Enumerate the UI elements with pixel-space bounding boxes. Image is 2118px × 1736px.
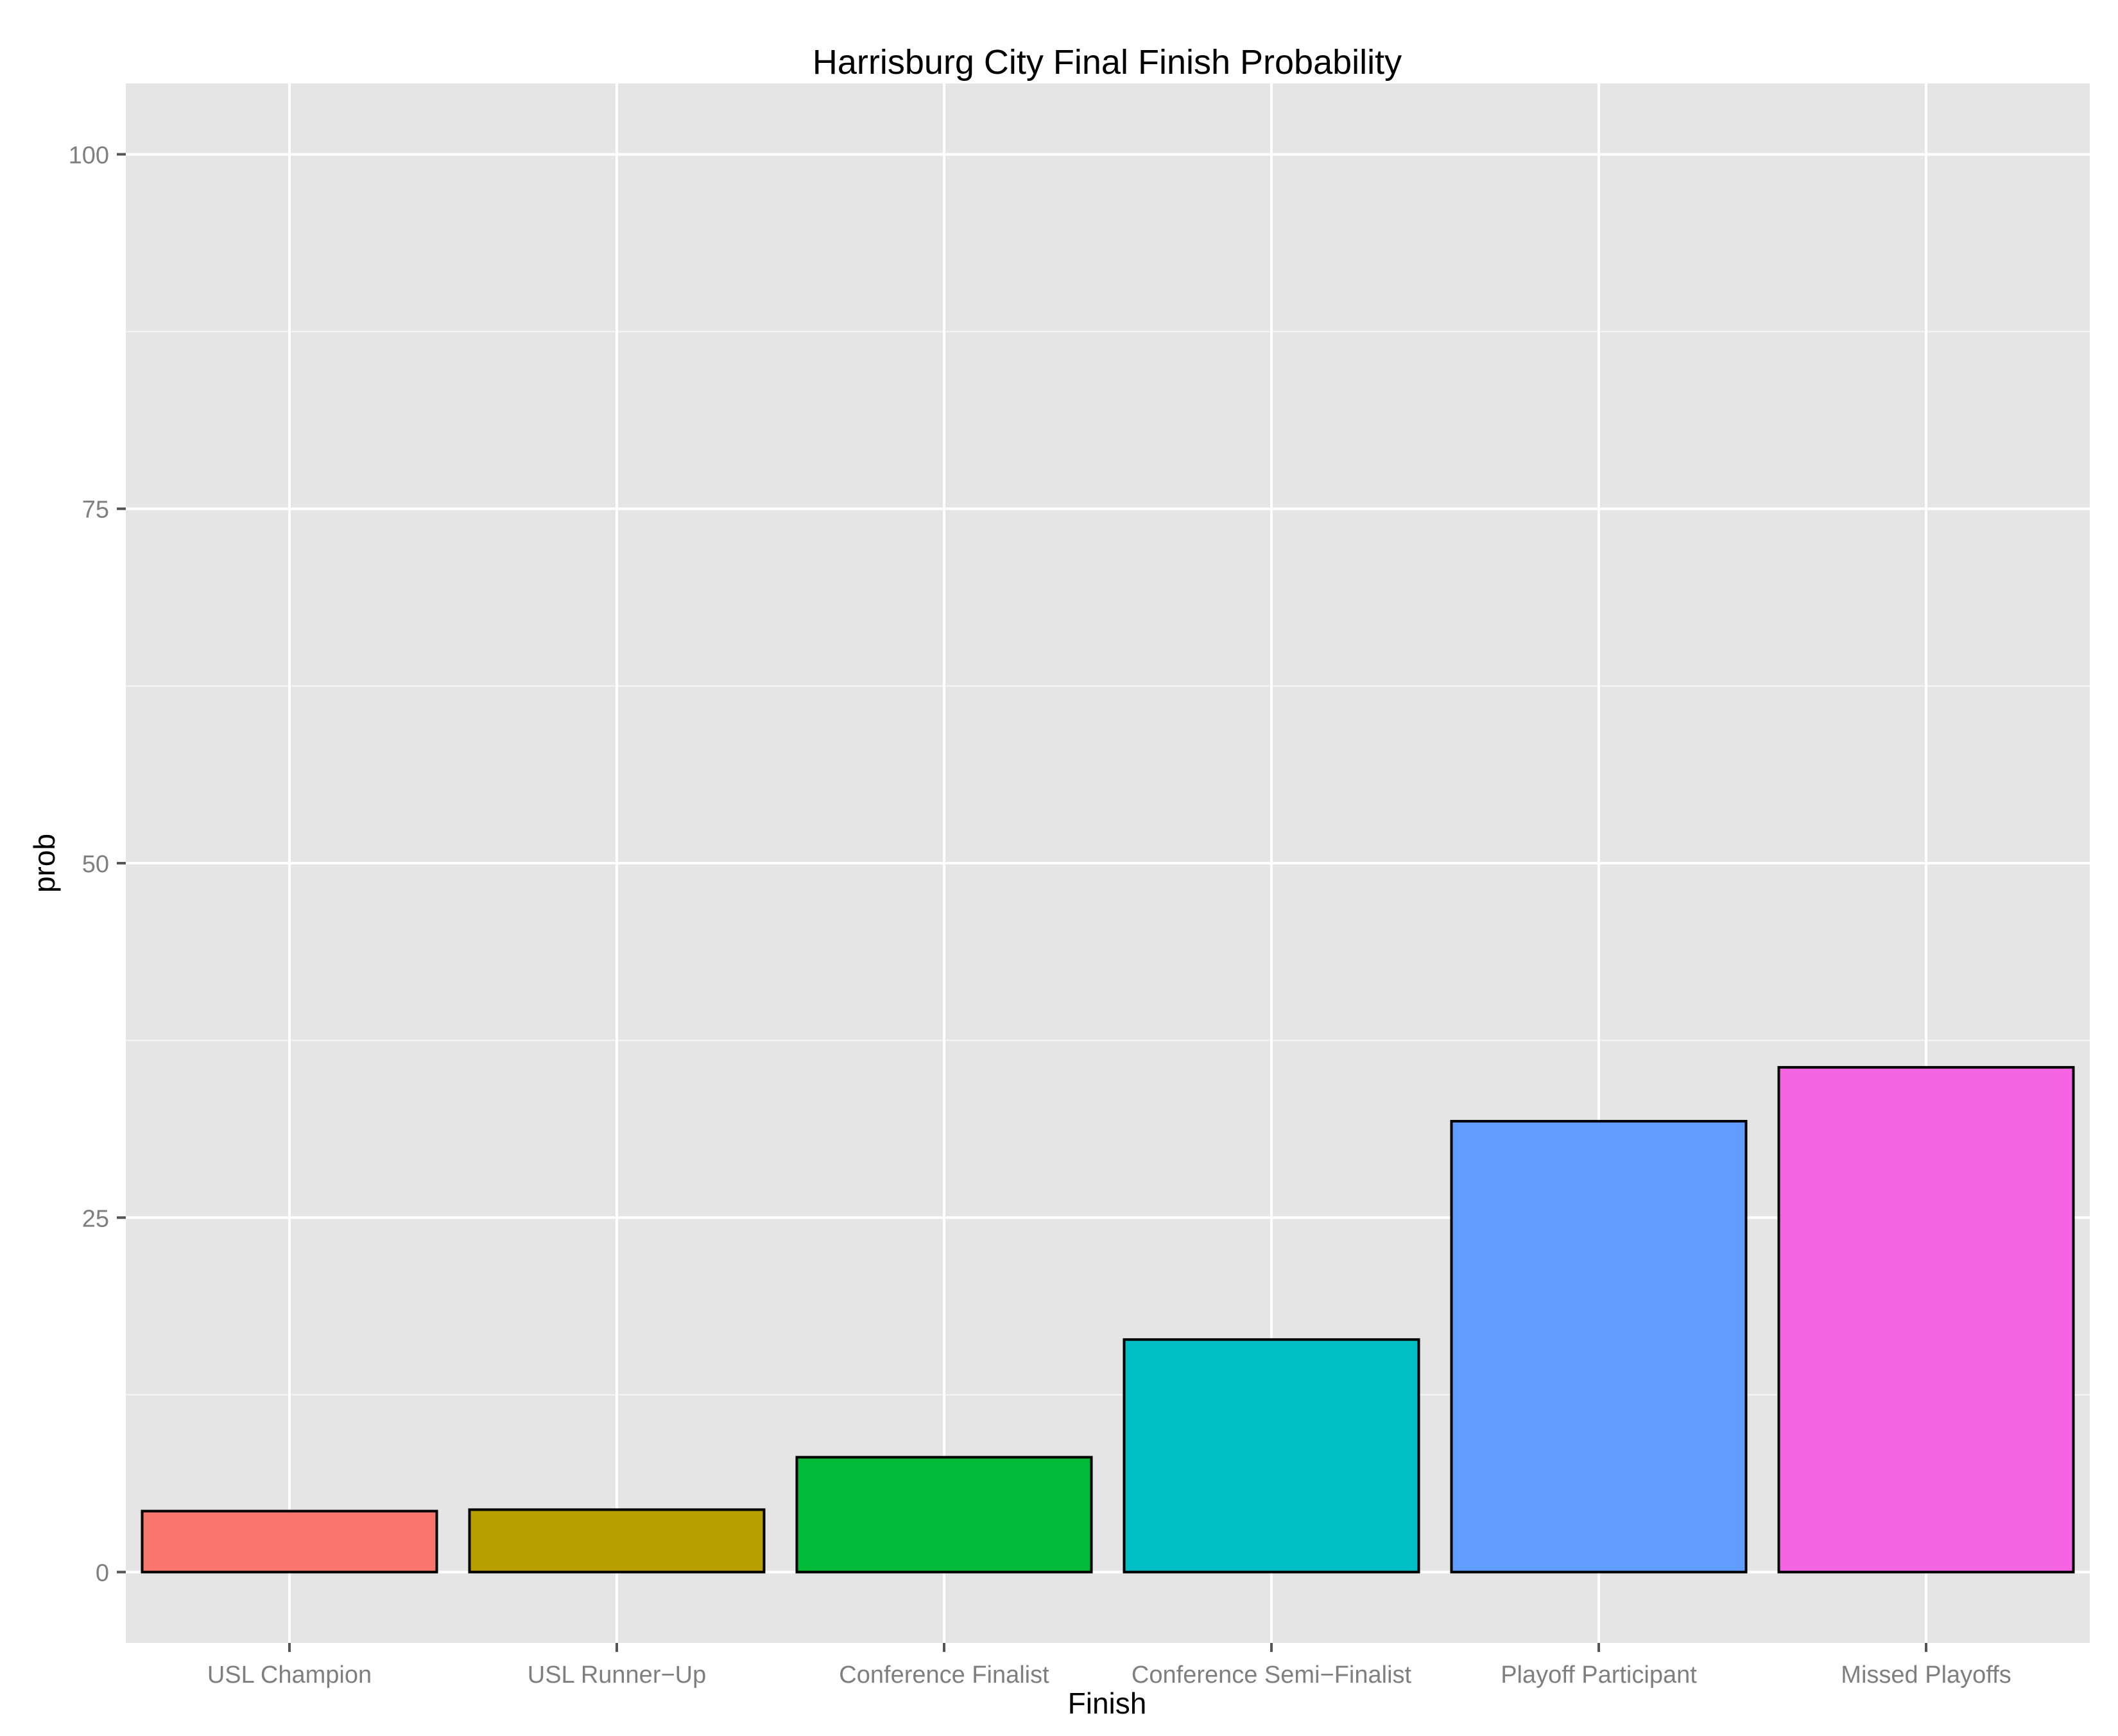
x-axis-label: Finish bbox=[1068, 1687, 1147, 1720]
y-tick-label: 25 bbox=[82, 1205, 109, 1232]
x-tick-label: Conference Semi−Finalist bbox=[1132, 1662, 1412, 1689]
y-tick-label: 50 bbox=[82, 851, 109, 878]
bar bbox=[468, 1508, 766, 1574]
x-tick-label: USL Champion bbox=[207, 1662, 372, 1689]
x-tick-label: Missed Playoffs bbox=[1841, 1662, 2011, 1689]
x-tick-label: Playoff Participant bbox=[1501, 1662, 1697, 1689]
bar bbox=[1777, 1066, 2075, 1574]
y-axis-label: prob bbox=[28, 834, 61, 893]
x-tick-label: Conference Finalist bbox=[839, 1662, 1049, 1689]
y-tick-label: 100 bbox=[69, 142, 109, 169]
bar bbox=[1123, 1338, 1420, 1574]
x-tick-label: USL Runner−Up bbox=[528, 1662, 706, 1689]
y-tick-label: 75 bbox=[82, 497, 109, 524]
bar bbox=[141, 1509, 438, 1574]
chart-title: Harrisburg City Final Finish Probability bbox=[813, 43, 1402, 82]
y-tick-label: 0 bbox=[96, 1560, 109, 1587]
bar bbox=[1450, 1120, 1748, 1574]
bar bbox=[795, 1456, 1093, 1574]
